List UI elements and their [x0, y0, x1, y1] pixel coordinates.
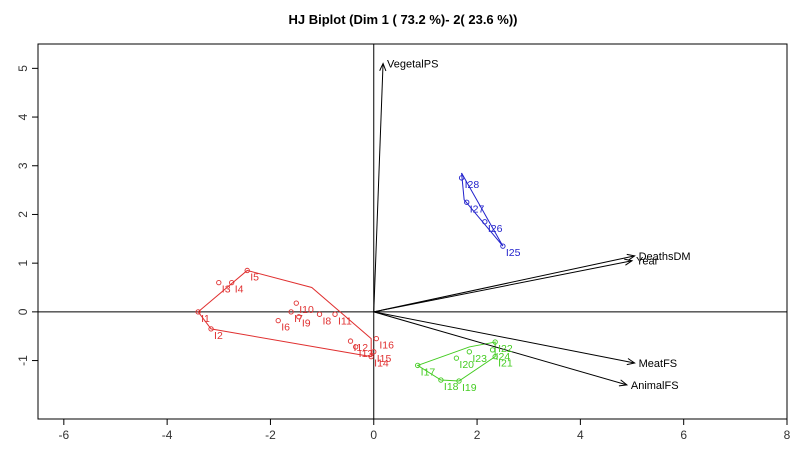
point-label-I23: I23	[472, 353, 487, 365]
point-I6	[275, 317, 281, 324]
y-tick-label: -1	[16, 355, 30, 366]
vector-MeatFS	[373, 311, 635, 364]
point-I10	[293, 300, 299, 306]
point-I26	[482, 219, 488, 225]
chart-title: HJ Biplot (Dim 1 ( 73.2 %)- 2( 23.6 %))	[289, 12, 518, 27]
arrowhead-Year	[624, 258, 634, 266]
vector-label-AnimalFS: AnimalFS	[631, 380, 679, 392]
point-label-I10: I10	[299, 304, 314, 316]
x-tick-label: 8	[784, 428, 791, 442]
group-hull-3	[461, 172, 504, 247]
point-I11	[332, 311, 338, 317]
point-label-I1: I1	[201, 313, 210, 325]
vector-label-DeathsDM: DeathsDM	[639, 251, 691, 263]
point-label-I14: I14	[374, 358, 389, 370]
point-I1	[195, 309, 201, 315]
vector-label-Year: Year	[636, 256, 659, 268]
vector-VegetalPS	[373, 63, 384, 312]
point-label-I16: I16	[379, 340, 394, 352]
point-label-I2: I2	[214, 330, 223, 342]
point-I24	[489, 347, 496, 353]
point-I25	[500, 243, 506, 249]
axes-layer: -6 -4 -2 0 2 4 6 8 -1 0 1 2 3 4 5	[16, 65, 790, 442]
vector-DeathsDM	[373, 255, 635, 313]
x-tick-label: 4	[577, 428, 584, 442]
point-label-I6: I6	[281, 322, 290, 334]
x-tick-label: 6	[680, 428, 687, 442]
point-label-I13: I13	[359, 348, 374, 360]
point-label-I24: I24	[496, 351, 511, 363]
vector-Year	[373, 260, 633, 313]
point-I22	[492, 339, 498, 345]
x-tick-label: -4	[162, 428, 173, 442]
point-I13	[353, 344, 359, 350]
point-I5	[244, 267, 250, 274]
y-tick-label: 2	[16, 211, 30, 218]
vector-label-MeatFS: MeatFS	[639, 358, 678, 370]
point-I3	[216, 279, 222, 286]
point-label-I5: I5	[250, 271, 259, 283]
point-label-I15: I15	[377, 353, 392, 365]
point-I21	[492, 354, 498, 360]
x-tick-label: 0	[370, 428, 377, 442]
arrowhead-AnimalFS	[618, 379, 629, 387]
point-I9	[296, 314, 302, 320]
y-tick-label: 1	[16, 259, 30, 266]
point-I23	[466, 349, 472, 355]
point-label-I20: I20	[459, 359, 474, 371]
group-hulls	[197, 172, 504, 382]
point-I7	[288, 309, 294, 315]
point-label-I9: I9	[302, 318, 311, 330]
group-hull-2	[416, 341, 496, 382]
point-I2	[208, 326, 214, 332]
point-I17	[415, 362, 421, 369]
point-label-I22: I22	[498, 343, 513, 355]
point-label-I19: I19	[462, 382, 477, 394]
y-tick-label: 3	[16, 162, 30, 169]
point-label-I26: I26	[488, 223, 503, 235]
point-label-I18: I18	[444, 381, 459, 393]
arrowhead-DeathsDM	[626, 253, 636, 261]
point-I19	[456, 378, 462, 384]
point-I28	[458, 175, 465, 181]
vector-label-VegetalPS: VegetalPS	[387, 58, 438, 70]
point-label-I21: I21	[498, 358, 513, 370]
point-I20	[453, 355, 460, 361]
point-label-I3: I3	[222, 284, 231, 296]
point-I8	[316, 311, 323, 317]
point-label-I28: I28	[465, 179, 480, 191]
x-tick-label: 2	[474, 428, 481, 442]
point-label-I4: I4	[235, 284, 244, 296]
point-I18	[438, 377, 444, 383]
point-label-I17: I17	[421, 366, 436, 378]
arrowhead-MeatFS	[626, 358, 636, 366]
point-I27	[464, 199, 470, 205]
point-label-I11: I11	[338, 315, 352, 327]
group-hull-1	[197, 269, 372, 358]
point-I15	[371, 349, 377, 355]
point-I14	[368, 354, 374, 360]
arrowhead-VegetalPS	[379, 62, 387, 72]
point-I16	[373, 335, 379, 342]
x-tick-label: -2	[265, 428, 276, 442]
y-tick-label: 5	[16, 65, 30, 72]
x-tick-label: -6	[58, 428, 69, 442]
point-label-I25: I25	[506, 247, 521, 259]
vector-AnimalFS	[373, 311, 628, 386]
point-label-I8: I8	[323, 315, 332, 327]
y-tick-label: 4	[16, 113, 30, 120]
point-I12	[347, 338, 354, 344]
plot-frame	[37, 43, 788, 420]
point-I4	[229, 279, 235, 286]
y-tick-label: 0	[16, 308, 30, 315]
point-label-I27: I27	[470, 203, 485, 215]
